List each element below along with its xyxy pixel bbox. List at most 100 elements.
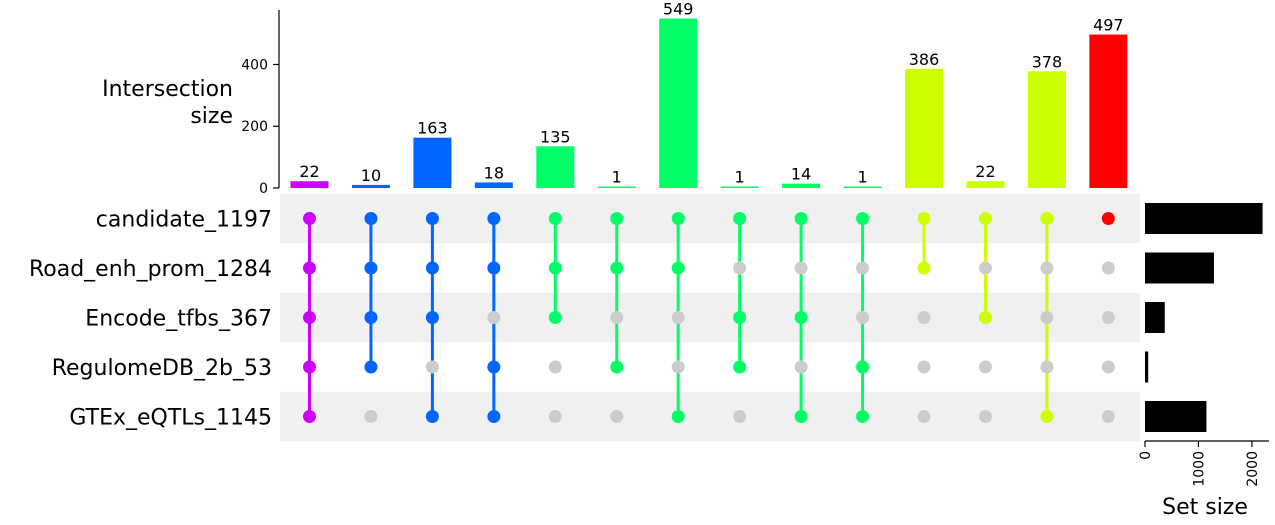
membership-dot-active <box>425 410 439 423</box>
membership-dot-inactive <box>671 360 685 374</box>
intersection-bar-label: 18 <box>484 163 504 182</box>
membership-dot-active <box>671 261 685 275</box>
matrix-background-stripes <box>280 193 1140 442</box>
membership-dot-inactive <box>733 410 747 423</box>
membership-dot-active <box>733 360 747 374</box>
membership-dot-active <box>1040 212 1054 225</box>
membership-dot-active <box>671 212 685 225</box>
intersection-bar-label: 135 <box>540 127 571 146</box>
intersection-bar-label: 22 <box>975 162 995 181</box>
membership-dot-inactive <box>671 311 685 324</box>
membership-dot-active <box>303 360 316 374</box>
set-label: GTEx_eQTLs_1145 <box>69 406 272 431</box>
set-label: Encode_tfbs_367 <box>85 307 272 332</box>
intersection-bar-label: 1 <box>857 168 867 187</box>
intersection-bar <box>905 68 943 188</box>
intersection-bar <box>597 186 636 188</box>
membership-dot-active <box>610 261 624 275</box>
membership-dot-active <box>303 311 316 324</box>
set-size-bars <box>1145 203 1263 432</box>
membership-dot-active <box>610 212 624 225</box>
y-axis-title-line1: Intersection <box>102 77 233 102</box>
membership-dot-inactive <box>548 360 562 374</box>
membership-dot-inactive <box>733 261 747 275</box>
y-tick-label: 200 <box>241 119 268 135</box>
set-size-axis: 0 1000 2000 <box>1138 440 1269 487</box>
intersection-bars: 22 10 163 18 135 1 549 1 14 1 386 22 378 497 <box>290 0 1128 189</box>
intersection-bar <box>659 18 698 189</box>
membership-dot-active <box>1040 410 1054 423</box>
membership-dot-active <box>856 410 870 423</box>
membership-dot-active <box>856 360 870 374</box>
membership-matrix <box>303 212 1115 423</box>
membership-dot-inactive <box>364 410 378 423</box>
intersection-bar <box>1027 71 1066 188</box>
membership-dot-inactive <box>1040 360 1054 374</box>
intersection-bar-label: 378 <box>1032 52 1063 71</box>
membership-dot-inactive <box>425 360 439 374</box>
membership-dot-active <box>548 261 562 275</box>
membership-dot-active <box>733 311 747 324</box>
membership-dot-inactive <box>548 410 562 423</box>
membership-dot-active <box>610 360 624 374</box>
set-size-tick-label: 2000 <box>1245 451 1261 487</box>
set-size-tick-label: 0 <box>1138 451 1154 460</box>
set-size-bar <box>1145 302 1165 333</box>
intersection-bar <box>351 184 390 188</box>
membership-dot-active <box>794 212 808 225</box>
intersection-bar <box>474 182 513 188</box>
set-size-bar <box>1145 252 1214 284</box>
intersection-bar <box>536 146 575 188</box>
matrix-stripe <box>280 391 1140 442</box>
intersection-bar-label: 549 <box>663 0 694 18</box>
membership-dot-inactive <box>1101 360 1115 374</box>
membership-dot-inactive <box>856 311 870 324</box>
membership-dot-active <box>917 212 931 225</box>
intersection-size-axis: 0 200 400 <box>241 10 280 197</box>
membership-dot-active <box>733 212 747 225</box>
intersection-bar <box>1089 34 1128 189</box>
set-label: RegulomeDB_2b_53 <box>52 356 272 381</box>
intersection-bar <box>843 186 882 188</box>
set-size-bar <box>1145 351 1149 383</box>
membership-dot-active <box>303 212 316 225</box>
membership-dot-active <box>487 360 501 374</box>
y-tick-label: 0 <box>259 181 268 197</box>
y-tick-label: 400 <box>241 57 268 73</box>
membership-dot-inactive <box>978 261 992 275</box>
membership-dot-active <box>487 410 501 423</box>
intersection-bar-label: 497 <box>1093 16 1124 35</box>
intersection-bar-label: 14 <box>791 165 811 184</box>
intersection-bar <box>290 181 329 188</box>
membership-dot-active <box>364 212 378 225</box>
membership-dot-active <box>978 212 992 225</box>
membership-dot-inactive <box>1040 261 1054 275</box>
membership-dot-inactive <box>856 261 870 275</box>
set-size-tick-label: 1000 <box>1191 451 1207 487</box>
membership-dot-active <box>487 212 501 225</box>
intersection-bar-label: 10 <box>361 166 381 185</box>
membership-dot-active <box>548 311 562 324</box>
membership-dot-active <box>487 261 501 275</box>
intersection-bar <box>720 186 759 188</box>
membership-dot-inactive <box>610 311 624 324</box>
set-label: candidate_1197 <box>96 208 272 233</box>
matrix-stripe <box>280 193 1140 244</box>
membership-dot-active <box>364 311 378 324</box>
set-labels: candidate_1197 Road_enh_prom_1284 Encode_t… <box>29 208 272 431</box>
membership-dot-active <box>794 311 808 324</box>
set-size-axis-title: Set size <box>1162 495 1248 520</box>
membership-dot-active <box>303 410 316 423</box>
y-axis-title-line2: size <box>190 104 233 129</box>
membership-dot-active <box>856 212 870 225</box>
membership-dot-active <box>548 212 562 225</box>
intersection-bar-label: 22 <box>299 162 319 181</box>
membership-dot-inactive <box>1040 311 1054 324</box>
membership-dot-active <box>425 311 439 324</box>
membership-dot-inactive <box>1101 410 1115 423</box>
membership-dot-inactive <box>794 261 808 275</box>
membership-dot-active <box>917 261 931 275</box>
intersection-bar <box>782 183 821 188</box>
intersection-bar <box>413 137 452 188</box>
